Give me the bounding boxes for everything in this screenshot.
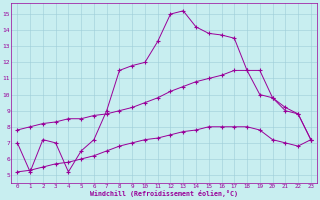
X-axis label: Windchill (Refroidissement éolien,°C): Windchill (Refroidissement éolien,°C) [90, 190, 238, 197]
